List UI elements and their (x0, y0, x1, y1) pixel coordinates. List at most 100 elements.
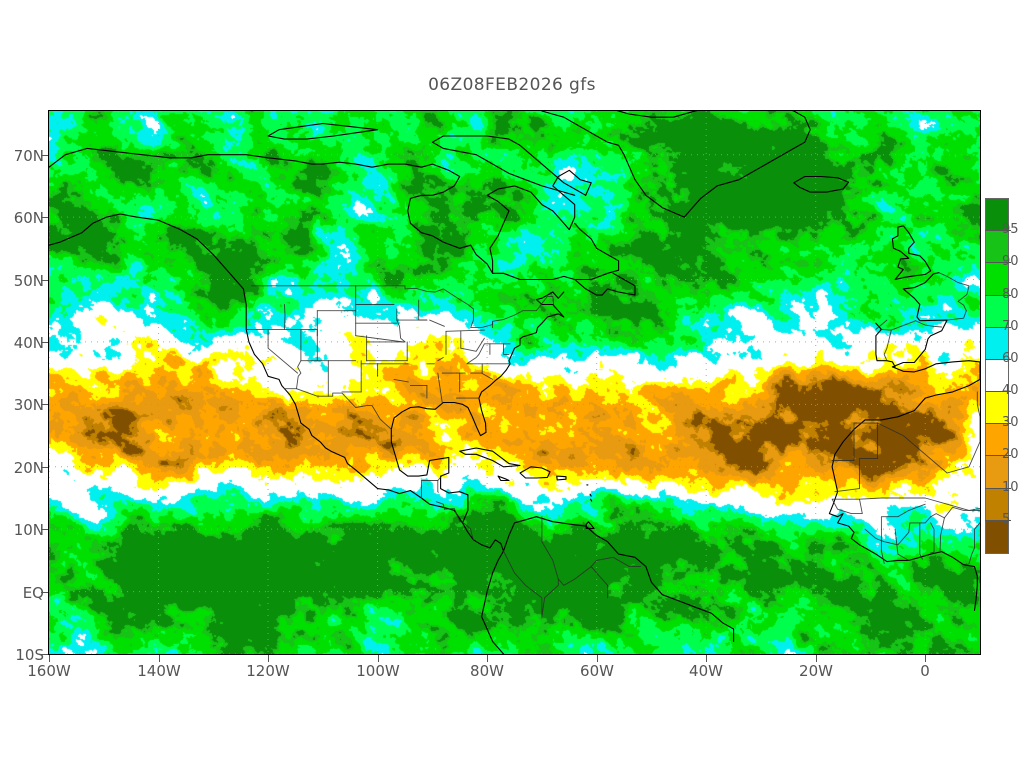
x-axis-tick (816, 655, 817, 662)
map-overlay (49, 111, 980, 654)
colorbar-tick-label: 95 (1002, 222, 1019, 237)
coastline-path (519, 466, 551, 479)
x-axis-label: 120W (246, 662, 290, 680)
border-path (284, 388, 392, 430)
colorbar-tick-label: 80 (1002, 287, 1019, 302)
border-path (875, 319, 888, 330)
border-path (503, 343, 510, 355)
x-axis-label: 0 (920, 662, 930, 680)
y-axis-label: 30N (13, 396, 44, 414)
y-axis-tick (41, 342, 48, 343)
colorbar-tick-label: 60 (1002, 351, 1019, 366)
border-path (296, 360, 329, 390)
coastline-path (49, 213, 505, 552)
border-path (466, 343, 511, 365)
colorbar-band (986, 359, 1008, 393)
border-path (894, 528, 910, 561)
x-axis-label: 80W (470, 662, 504, 680)
border-path (404, 285, 559, 329)
coastline-path (541, 111, 811, 218)
y-axis-tick (41, 404, 48, 405)
map-plot-area (48, 110, 981, 655)
border-path (481, 372, 494, 380)
border-path (429, 319, 445, 327)
coastline-path (481, 550, 505, 654)
y-axis-tick (41, 155, 48, 156)
border-path (943, 506, 980, 519)
y-axis-label: 70N (13, 147, 44, 165)
border-path (396, 319, 406, 343)
colorbar-tick (985, 520, 1011, 521)
colorbar-band (986, 199, 1008, 232)
border-path (938, 272, 970, 312)
border-path (418, 299, 428, 321)
y-axis-label: 20N (13, 459, 44, 477)
political-borders (245, 272, 980, 618)
border-path (831, 422, 879, 493)
x-axis-tick (159, 655, 160, 662)
x-axis-tick (706, 655, 707, 662)
border-path (503, 550, 641, 618)
y-axis-tick (41, 467, 48, 468)
colorbar-band (986, 520, 1008, 554)
y-axis-label: 10N (13, 521, 44, 539)
coastline-path (875, 272, 948, 368)
border-path (883, 329, 892, 362)
border-path (435, 501, 445, 510)
coastline-path (556, 475, 567, 481)
border-path (355, 335, 404, 343)
colorbar-tick (985, 327, 1011, 328)
coastline-path (492, 222, 620, 281)
x-axis-tick (487, 655, 488, 662)
colorbar-tick-label: 20 (1002, 447, 1019, 462)
border-path (880, 503, 926, 530)
border-path (437, 480, 439, 493)
x-axis-tick (378, 655, 379, 662)
relative-humidity-field (49, 111, 980, 654)
border-path (914, 320, 943, 328)
colorbar-tick-label: 40 (1002, 383, 1019, 398)
colorbar-tick (985, 455, 1011, 456)
border-path (968, 521, 980, 564)
border-path (420, 475, 443, 499)
border-path (831, 498, 863, 515)
border-path (909, 513, 945, 524)
y-axis-tick (41, 592, 48, 593)
colorbar-tick-label: 5 (1002, 512, 1011, 527)
border-path (437, 357, 444, 362)
x-axis-label: 160W (27, 662, 71, 680)
border-path (880, 528, 885, 564)
x-axis-label: 20W (799, 662, 833, 680)
coastline-path (431, 135, 587, 196)
border-path (877, 391, 980, 474)
colorbar-tick (985, 295, 1011, 296)
border-path (267, 328, 299, 374)
y-axis-tick (41, 654, 48, 655)
coastline-path (497, 475, 510, 482)
border-path (859, 497, 980, 511)
y-axis-label: 40N (13, 334, 44, 352)
colorbar-tick-label: 30 (1002, 415, 1019, 430)
x-axis-label: 40W (689, 662, 723, 680)
border-path (460, 337, 485, 352)
colorbar-tick-label: 90 (1002, 254, 1019, 269)
colorbar-tick-label: 10 (1002, 480, 1019, 495)
coastlines (49, 111, 980, 654)
border-path (919, 522, 923, 560)
colorbar-tick (985, 359, 1011, 360)
coastline-path (49, 147, 592, 274)
coastline-path (793, 175, 850, 193)
colorbar-band (986, 327, 1008, 361)
colorbar-tick (985, 423, 1011, 424)
y-axis-tick (41, 280, 48, 281)
colorbar-band (986, 263, 1008, 297)
border-path (879, 320, 916, 331)
border-path (541, 516, 559, 580)
chart-title-line-run: 06Z08FEB2026 gfs (428, 75, 596, 95)
colorbar-band (986, 392, 1008, 425)
colorbar-tick (985, 488, 1011, 489)
coastline-path (459, 447, 521, 468)
coastline-path (267, 122, 379, 140)
coastline-path (828, 360, 980, 611)
